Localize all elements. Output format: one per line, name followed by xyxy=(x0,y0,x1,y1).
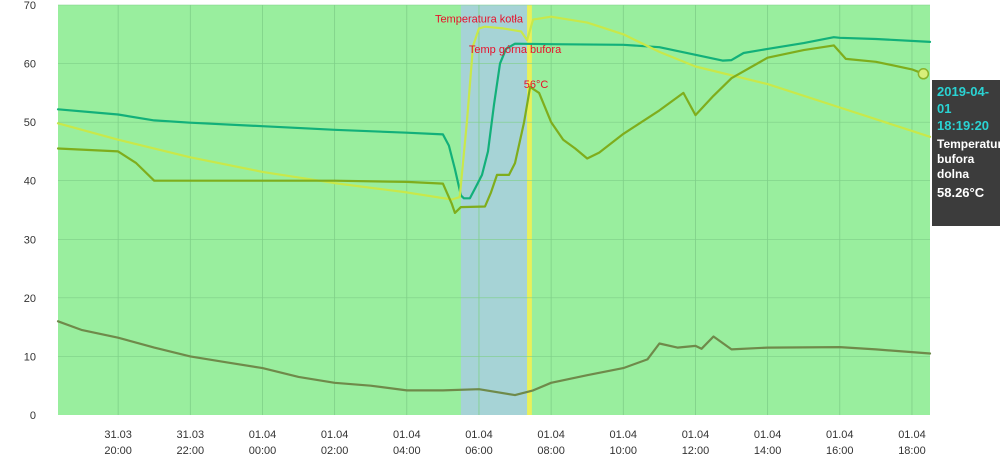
x-tick-time: 08:00 xyxy=(537,445,565,457)
x-tick-date: 01.04 xyxy=(465,429,493,441)
y-tick-label: 60 xyxy=(24,59,36,71)
x-tick-time: 04:00 xyxy=(393,445,421,457)
x-tick-date: 01.04 xyxy=(249,429,277,441)
gridlines xyxy=(58,4,930,415)
x-tick-time: 20:00 xyxy=(104,445,132,457)
x-tick-date: 31.03 xyxy=(177,429,205,441)
hover-point xyxy=(917,68,930,80)
x-tick-time: 06:00 xyxy=(465,445,493,457)
y-tick-label: 50 xyxy=(24,117,36,129)
x-tick-time: 14:00 xyxy=(754,445,782,457)
hover-marker xyxy=(917,68,930,80)
annotation-label: Temp górna bufora xyxy=(469,44,562,56)
annotation-label: 56°C xyxy=(524,79,549,91)
x-tick-date: 01.04 xyxy=(321,429,349,441)
annotation-label: Temperatura kotła xyxy=(435,14,524,26)
highlight-band-1 xyxy=(527,5,532,415)
x-tick-time: 02:00 xyxy=(321,445,349,457)
x-tick-time: 00:00 xyxy=(249,445,277,457)
x-tick-date: 01.04 xyxy=(537,429,565,441)
series-line-0 xyxy=(56,36,932,200)
x-tick-date: 01.04 xyxy=(754,429,782,441)
x-tick-time: 22:00 xyxy=(177,445,205,457)
tooltip: 2019-04-01 18:19:20 Temperatura bufora d… xyxy=(932,80,1000,226)
y-tick-label: 10 xyxy=(24,351,36,363)
tooltip-time: 2019-04-01 18:19:20 xyxy=(937,84,990,133)
y-tick-label: 30 xyxy=(24,234,36,246)
series-lines xyxy=(56,15,932,397)
annotations: Temperatura kotła Temp górna bufora 56°C xyxy=(435,14,562,92)
x-axis: 31.03 20:00 31.03 22:00 01.04 00:00 01.04 02:00… xyxy=(104,429,925,457)
x-tick-date: 01.04 xyxy=(682,429,710,441)
series-line-3 xyxy=(56,320,932,397)
y-tick-label: 20 xyxy=(24,293,36,305)
tooltip-series-name: Temperatura bufora dolna xyxy=(937,137,1000,181)
x-tick-date: 01.04 xyxy=(826,429,854,441)
series-line-2 xyxy=(56,44,925,214)
x-tick-time: 10:00 xyxy=(610,445,638,457)
x-tick-time: 16:00 xyxy=(826,445,854,457)
y-tick-label: 70 xyxy=(24,0,36,12)
tooltip-value: 58.26°C xyxy=(937,185,985,200)
x-tick-date: 01.04 xyxy=(393,429,421,441)
x-tick-date: 31.03 xyxy=(104,429,132,441)
x-tick-date: 01.04 xyxy=(898,429,926,441)
y-tick-label: 0 xyxy=(30,410,36,422)
y-axis: 0 10 20 30 40 50 60 70 xyxy=(24,0,36,422)
x-tick-time: 18:00 xyxy=(898,445,926,457)
y-tick-label: 40 xyxy=(24,176,36,188)
x-tick-date: 01.04 xyxy=(610,429,638,441)
x-tick-time: 12:00 xyxy=(682,445,710,457)
highlight-bands xyxy=(460,5,532,415)
highlight-band-0 xyxy=(460,5,528,415)
